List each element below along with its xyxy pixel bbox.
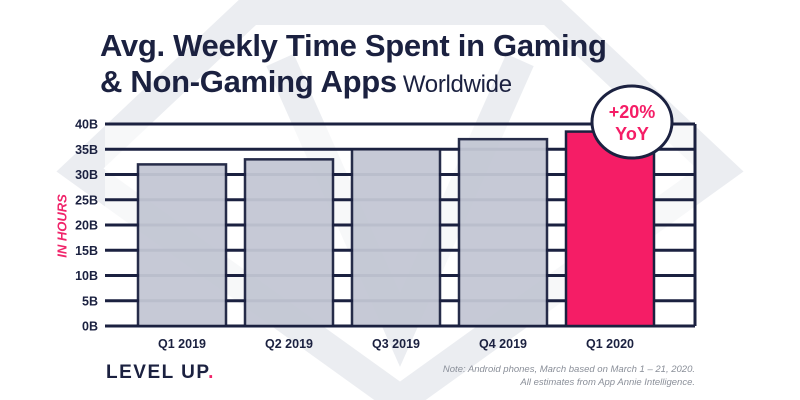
x-tick-label: Q1 2019	[158, 337, 206, 351]
y-tick-label: 35B	[75, 143, 98, 157]
bar	[136, 163, 228, 328]
y-tick-label: 5B	[82, 294, 98, 308]
y-tick-label: 40B	[75, 118, 98, 132]
footnote-line2: All estimates from App Annie Intelligenc…	[520, 377, 695, 388]
chart-subtitle: Worldwide	[402, 71, 512, 98]
x-tick-label: Q2 2019	[265, 337, 313, 351]
y-tick-label: 10B	[75, 269, 98, 283]
bar	[350, 148, 442, 328]
chart-title-line2: & Non-Gaming Apps Worldwide	[100, 64, 512, 100]
chart-title-line1: Avg. Weekly Time Spent in Gaming	[100, 28, 607, 63]
x-tick-label: Q4 2019	[479, 337, 527, 351]
yoy-badge-label: YoY	[615, 124, 649, 144]
logo-text: LEVEL UP	[106, 362, 209, 383]
x-tick-label: Q1 2020	[586, 337, 634, 351]
bar	[243, 158, 335, 328]
yoy-badge-percent: +20%	[609, 102, 656, 122]
x-tick-label: Q3 2019	[372, 337, 420, 351]
bar	[564, 130, 656, 328]
footnote-line1: Note: Android phones, March based on Mar…	[442, 364, 695, 375]
y-tick-label: 15B	[75, 244, 98, 258]
title-line2-text: & Non-Gaming Apps	[100, 64, 397, 99]
yoy-badge	[590, 84, 674, 160]
bar	[457, 137, 549, 328]
y-tick-label: 20B	[75, 219, 98, 233]
y-tick-label: 25B	[75, 193, 98, 207]
y-tick-label: 30B	[75, 168, 98, 182]
level-up-logo: LEVEL UP.	[106, 362, 215, 384]
y-tick-label: 0B	[82, 320, 98, 334]
logo-dot: .	[208, 362, 215, 383]
